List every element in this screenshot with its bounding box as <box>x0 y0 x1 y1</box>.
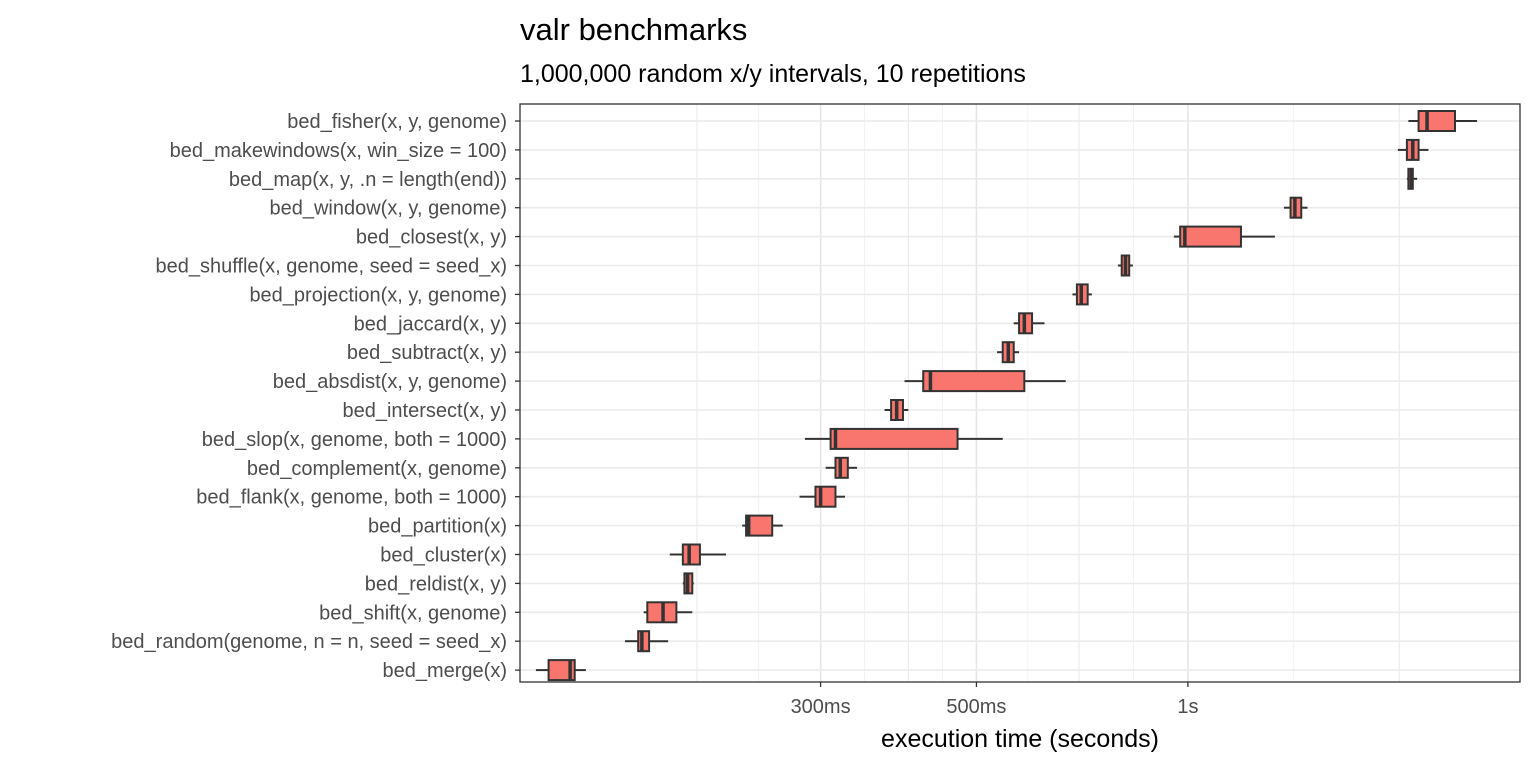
y-tick-label: bed_subtract(x, y) <box>347 342 507 364</box>
plot-panel <box>520 104 1520 682</box>
box-4 <box>1173 225 1275 248</box>
x-tick-label: 1s <box>1177 696 1198 718</box>
box-6 <box>1072 283 1092 306</box>
box-iqr <box>745 514 774 537</box>
box-iqr <box>922 370 1026 393</box>
box-iqr <box>547 659 576 682</box>
box-9 <box>904 370 1066 393</box>
y-tick-label: bed_cluster(x) <box>380 545 507 567</box>
y-tick-label: bed_random(genome, n = n, seed = seed_x) <box>111 631 507 653</box>
box-10 <box>884 399 909 421</box>
y-tick-label: bed_closest(x, y) <box>356 227 507 249</box>
y-tick-label: bed_shift(x, genome) <box>319 602 507 624</box>
box-18 <box>624 630 669 653</box>
x-axis-label: execution time (seconds) <box>881 725 1159 753</box>
y-tick-label: bed_flank(x, genome, both = 1000) <box>196 487 507 509</box>
box-3 <box>1283 196 1308 219</box>
y-tick-label: bed_fisher(x, y, genome) <box>287 111 507 133</box>
y-tick-label: bed_jaccard(x, y) <box>354 313 507 335</box>
x-tick-label: 300ms <box>791 696 851 718</box>
y-axis-labels: bed_fisher(x, y, genome) bed_makewindows(… <box>111 111 520 682</box>
y-tick-label: bed_partition(x) <box>368 516 507 538</box>
y-tick-label: bed_makewindows(x, win_size = 100) <box>170 140 507 162</box>
box-17 <box>643 601 693 624</box>
box-19 <box>535 659 586 682</box>
box-iqr <box>637 630 651 653</box>
box-1 <box>1397 138 1429 161</box>
box-iqr <box>829 427 959 450</box>
box-0 <box>1408 110 1478 132</box>
box-2 <box>1406 167 1418 190</box>
y-tick-label: bed_reldist(x, y) <box>365 573 507 595</box>
y-tick-label: bed_slop(x, genome, both = 1000) <box>202 429 507 451</box>
box-12 <box>825 456 857 479</box>
y-tick-label: bed_intersect(x, y) <box>342 400 507 422</box>
box-iqr <box>1179 225 1242 248</box>
y-tick-label: bed_window(x, y, genome) <box>269 198 507 220</box>
box-11 <box>804 427 1003 450</box>
y-tick-label: bed_shuffle(x, genome, seed = seed_x) <box>155 256 507 278</box>
plot-border <box>519 103 1521 683</box>
chart-title: valr benchmarks <box>520 12 747 47</box>
y-tick-label: bed_map(x, y, .n = length(end)) <box>229 169 507 191</box>
box-14 <box>742 514 783 537</box>
y-tick-label: bed_projection(x, y, genome) <box>249 284 507 306</box>
y-tick-label: bed_merge(x) <box>382 660 507 682</box>
box-iqr <box>681 543 701 566</box>
y-tick-label: bed_complement(x, genome) <box>247 458 507 480</box>
box-5 <box>1117 254 1133 277</box>
box-7 <box>1013 312 1045 335</box>
box-iqr <box>814 485 837 508</box>
box-15 <box>669 543 726 566</box>
boxes-layer <box>535 110 1478 682</box>
x-axis-ticks: 300ms 500ms 1s <box>791 682 1198 718</box>
x-tick-label: 500ms <box>946 696 1006 718</box>
chart-subtitle: 1,000,000 random x/y intervals, 10 repet… <box>520 60 1026 88</box>
box-13 <box>799 485 846 508</box>
box-iqr <box>1417 110 1456 132</box>
box-8 <box>997 341 1020 364</box>
box-16 <box>682 572 694 595</box>
y-tick-label: bed_absdist(x, y, genome) <box>273 371 507 393</box>
